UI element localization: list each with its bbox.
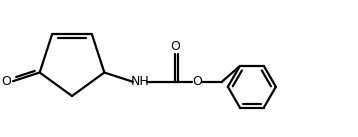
Text: O: O [170,40,180,53]
Text: O: O [1,75,11,88]
Text: O: O [192,75,202,88]
Text: NH: NH [131,75,149,88]
